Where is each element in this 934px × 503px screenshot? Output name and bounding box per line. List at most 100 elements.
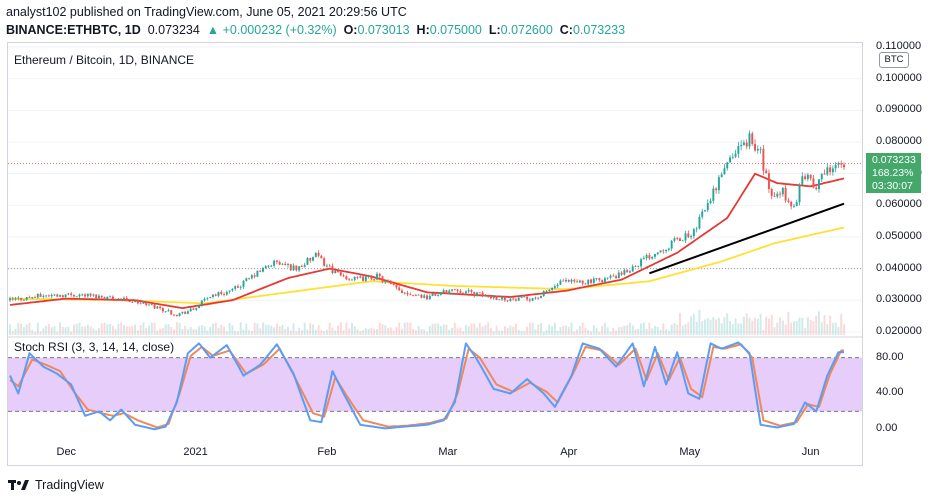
candle-body xyxy=(350,279,353,281)
volume-bar xyxy=(823,315,826,335)
volume-bar xyxy=(762,330,765,335)
volume-bar xyxy=(67,326,70,335)
candle-body xyxy=(239,286,242,288)
time-tick-label: Jun xyxy=(801,446,820,458)
tradingview-logo[interactable]: TradingView xyxy=(8,478,104,492)
candle-body xyxy=(139,303,142,305)
volume-bar xyxy=(423,329,426,335)
volume-bar xyxy=(603,322,606,335)
candle-body xyxy=(590,279,592,283)
candle-body xyxy=(364,276,367,281)
candle-body xyxy=(123,297,125,300)
candle-body xyxy=(489,296,492,299)
volume-bar xyxy=(617,327,620,335)
candle-body xyxy=(826,167,829,175)
candle-body xyxy=(476,292,479,297)
volume-bar xyxy=(779,317,782,335)
volume-bar xyxy=(726,313,729,335)
candle-body xyxy=(328,265,331,267)
volume-bar xyxy=(840,313,843,335)
candle-body xyxy=(398,287,401,291)
volume-bar xyxy=(578,326,581,335)
candle-body xyxy=(167,310,170,312)
volume-bar xyxy=(39,331,42,335)
volume-bar xyxy=(748,317,751,335)
candle-body xyxy=(806,174,809,179)
volume-bar xyxy=(667,330,670,335)
volume-bar xyxy=(178,322,181,335)
volume-bar xyxy=(259,328,262,335)
candle-body xyxy=(89,293,92,296)
volume-bar xyxy=(428,326,431,335)
volume-bar xyxy=(495,325,498,335)
candle-body xyxy=(28,297,31,298)
candle-body xyxy=(681,240,684,242)
volume-bar xyxy=(239,322,242,335)
volume-bar xyxy=(673,323,676,335)
volume-bar xyxy=(648,322,651,335)
candle-body xyxy=(423,295,426,298)
candle-body xyxy=(484,295,487,297)
candle-body xyxy=(36,293,39,298)
volume-bar xyxy=(442,324,445,335)
volume-bar xyxy=(214,322,217,335)
candle-body xyxy=(47,295,50,297)
volume-bar xyxy=(709,319,712,335)
volume-bar xyxy=(64,327,67,335)
candle-body xyxy=(409,294,412,296)
candle-body xyxy=(509,298,512,302)
volume-bar xyxy=(520,331,523,335)
candle-body xyxy=(704,210,706,212)
candle-body xyxy=(50,294,53,297)
volume-bar xyxy=(342,330,345,335)
ohlc-line: BINANCE:ETHBTC, 1D 0.073234 ▲ +0.000232 … xyxy=(6,23,625,37)
volume-bar xyxy=(612,327,615,335)
volume-bar xyxy=(770,314,773,335)
stoch-tick-label: 80.00 xyxy=(876,350,904,363)
candle-body xyxy=(717,177,720,191)
candle-body xyxy=(111,296,114,300)
candle-body xyxy=(234,286,237,289)
candle-body xyxy=(17,297,20,299)
candle-body xyxy=(142,302,145,304)
volume-bar xyxy=(159,328,162,335)
volume-bar xyxy=(220,324,223,335)
candle-body xyxy=(570,279,573,282)
candle-body xyxy=(514,299,517,301)
volume-bar xyxy=(826,324,829,335)
candle-body xyxy=(25,297,28,300)
volume-bar xyxy=(109,323,112,335)
stoch-pane-title: Stoch RSI (3, 3, 14, 14, close) xyxy=(14,340,175,354)
volume-bar xyxy=(528,322,531,335)
brand-text: TradingView xyxy=(35,478,104,492)
candle-body xyxy=(565,279,567,282)
candle-body xyxy=(729,157,731,163)
volume-bar xyxy=(792,321,795,335)
volume-bar xyxy=(295,331,298,335)
candle-body xyxy=(75,296,78,298)
volume-bar xyxy=(320,330,323,335)
volume-bar xyxy=(459,327,462,335)
volume-bar xyxy=(501,330,504,335)
candle-body xyxy=(178,313,181,317)
volume-bar xyxy=(309,323,312,335)
candle-body xyxy=(417,294,420,296)
volume-bar xyxy=(804,328,807,335)
candle-body xyxy=(556,284,559,287)
candle-body xyxy=(723,168,726,175)
candle-body xyxy=(531,298,534,301)
volume-bar xyxy=(164,324,167,335)
volume-bar xyxy=(767,318,770,335)
volume-bar xyxy=(53,326,56,335)
volume-bar xyxy=(512,326,515,335)
candle-body xyxy=(262,267,264,272)
candle-body xyxy=(228,290,231,292)
volume-bar xyxy=(337,325,340,335)
volume-bar xyxy=(387,327,390,335)
volume-bar xyxy=(117,323,120,335)
currency-badge[interactable]: BTC xyxy=(879,52,909,68)
support-trendline[interactable] xyxy=(649,202,845,275)
main-pane-title: Ethereum / Bitcoin, 1D, BINANCE xyxy=(14,53,195,67)
candle-body xyxy=(481,292,484,297)
